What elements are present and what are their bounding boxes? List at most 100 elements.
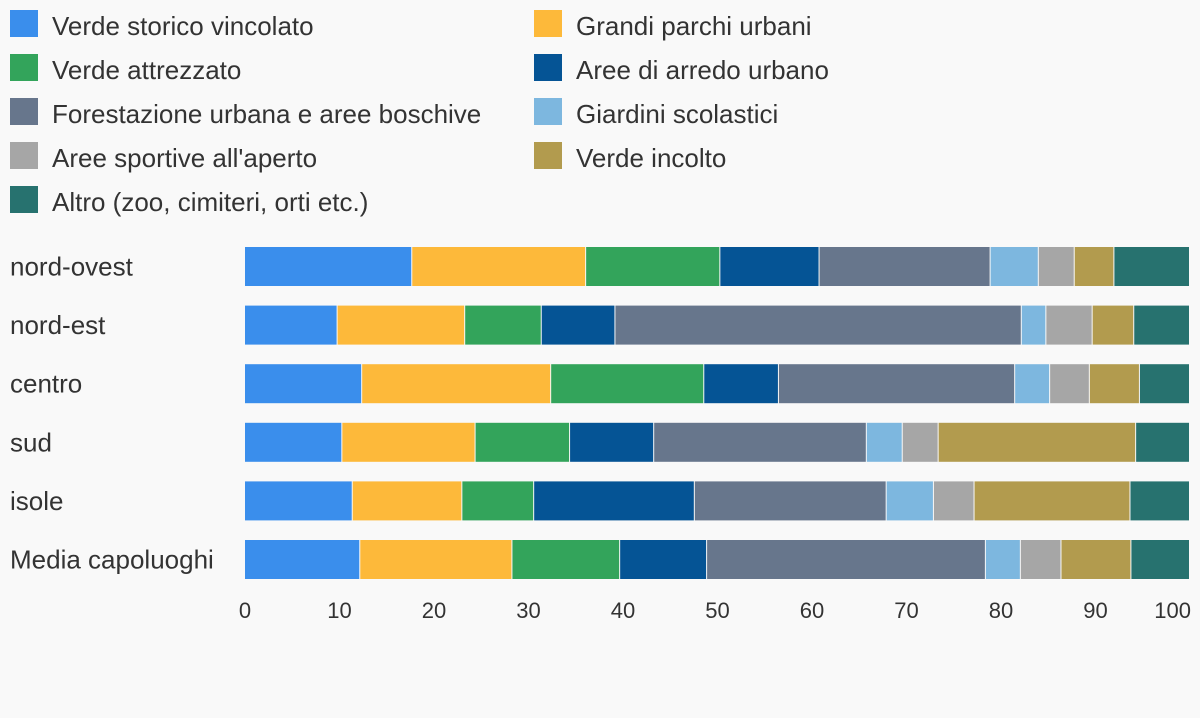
- bar-segment-verde-attrezzato[interactable]: [475, 422, 570, 462]
- x-tick-label: 60: [800, 598, 824, 623]
- legend-item-grandi-parchi-urbani[interactable]: Grandi parchi urbani: [534, 10, 812, 41]
- bar-segment-verde-attrezzato[interactable]: [462, 481, 534, 521]
- bar-segment-forestazione-urbana-e-aree-boschive[interactable]: [654, 422, 866, 462]
- bar-segment-giardini-scolastici[interactable]: [985, 540, 1020, 579]
- bar-segment-verde-attrezzato[interactable]: [586, 247, 720, 286]
- bar-segment-giardini-scolastici[interactable]: [866, 422, 902, 462]
- legend: Verde storico vincolato Grandi parchi urb…: [10, 10, 829, 217]
- bar-segment-aree-di-arredo-urbano[interactable]: [541, 305, 615, 345]
- bar-segment-verde-incolto[interactable]: [1061, 540, 1131, 579]
- bar-row-sud: [245, 422, 1190, 462]
- bar-row-media-capoluoghi: [245, 540, 1189, 579]
- bar-row-nord-est: [245, 305, 1189, 345]
- x-tick-label: 30: [516, 598, 540, 623]
- bar-segment-aree-di-arredo-urbano[interactable]: [534, 481, 694, 521]
- legend-swatch: [534, 142, 562, 169]
- bar-segment-verde-storico-vincolato[interactable]: [245, 247, 412, 286]
- legend-label: Altro (zoo, cimiteri, orti etc.): [52, 187, 368, 217]
- legend-swatch: [10, 10, 38, 37]
- category-label: nord-est: [10, 310, 106, 340]
- bar-segment-verde-storico-vincolato[interactable]: [245, 481, 352, 521]
- legend-item-forestazione-urbana-e-aree-boschive[interactable]: Forestazione urbana e aree boschive: [10, 98, 481, 129]
- bar-segment-verde-storico-vincolato[interactable]: [245, 422, 342, 462]
- bar-segment-grandi-parchi-urbani[interactable]: [362, 364, 551, 404]
- bar-segment-altro-zoo-cimiteri-orti-etc[interactable]: [1139, 364, 1189, 404]
- bar-segment-verde-storico-vincolato[interactable]: [245, 305, 337, 345]
- bar-segment-verde-incolto[interactable]: [938, 422, 1136, 462]
- legend-item-aree-sportive-all-aperto[interactable]: Aree sportive all'aperto: [10, 142, 317, 173]
- bar-segment-altro-zoo-cimiteri-orti-etc[interactable]: [1136, 422, 1190, 462]
- category-label: nord-ovest: [10, 252, 134, 282]
- x-tick-label: 50: [705, 598, 729, 623]
- x-axis: 0 10 20 30 40 50 60 70 80 90 100: [239, 598, 1191, 623]
- bar-segment-verde-storico-vincolato[interactable]: [245, 540, 360, 579]
- x-tick-label: 40: [611, 598, 635, 623]
- bar-segment-aree-di-arredo-urbano[interactable]: [570, 422, 654, 462]
- bar-segment-aree-sportive-all-aperto[interactable]: [1046, 305, 1092, 345]
- bar-segment-altro-zoo-cimiteri-orti-etc[interactable]: [1134, 305, 1189, 345]
- legend-label: Verde storico vincolato: [52, 11, 314, 41]
- bar-segment-verde-incolto[interactable]: [1092, 305, 1134, 345]
- x-tick-label: 90: [1083, 598, 1107, 623]
- legend-label: Aree di arredo urbano: [576, 55, 829, 85]
- bar-segment-grandi-parchi-urbani[interactable]: [360, 540, 512, 579]
- bar-segment-altro-zoo-cimiteri-orti-etc[interactable]: [1114, 247, 1189, 286]
- bar-segment-aree-sportive-all-aperto[interactable]: [1020, 540, 1061, 579]
- legend-swatch: [10, 54, 38, 81]
- bar-segment-grandi-parchi-urbani[interactable]: [352, 481, 462, 521]
- legend-item-verde-attrezzato[interactable]: Verde attrezzato: [10, 54, 241, 85]
- bar-segment-verde-incolto[interactable]: [1089, 364, 1139, 404]
- legend-label: Verde attrezzato: [52, 55, 241, 85]
- bar-segment-aree-sportive-all-aperto[interactable]: [1050, 364, 1089, 404]
- bar-segment-forestazione-urbana-e-aree-boschive[interactable]: [694, 481, 886, 521]
- bar-segment-altro-zoo-cimiteri-orti-etc[interactable]: [1131, 540, 1189, 579]
- legend-item-altro-zoo-cimiteri-orti-etc[interactable]: Altro (zoo, cimiteri, orti etc.): [10, 186, 368, 217]
- bar-segment-aree-di-arredo-urbano[interactable]: [720, 247, 819, 286]
- bar-segment-verde-attrezzato[interactable]: [512, 540, 620, 579]
- bar-segment-giardini-scolastici[interactable]: [886, 481, 933, 521]
- x-tick-label: 100: [1154, 598, 1191, 623]
- category-labels: nord-ovest nord-est centro sud isole Media ca…: [10, 252, 214, 575]
- legend-item-verde-storico-vincolato[interactable]: Verde storico vincolato: [10, 10, 314, 41]
- bar-segment-forestazione-urbana-e-aree-boschive[interactable]: [778, 364, 1015, 404]
- legend-swatch: [10, 186, 38, 213]
- legend-swatch: [10, 98, 38, 125]
- bar-segment-giardini-scolastici[interactable]: [1015, 364, 1050, 404]
- bar-segment-grandi-parchi-urbani[interactable]: [337, 305, 465, 345]
- bars-area: [245, 247, 1190, 579]
- bar-segment-verde-incolto[interactable]: [974, 481, 1130, 521]
- legend-label: Forestazione urbana e aree boschive: [52, 99, 481, 129]
- x-tick-label: 10: [327, 598, 351, 623]
- bar-segment-altro-zoo-cimiteri-orti-etc[interactable]: [1130, 481, 1189, 521]
- bar-segment-verde-attrezzato[interactable]: [551, 364, 704, 404]
- bar-segment-aree-sportive-all-aperto[interactable]: [933, 481, 974, 521]
- legend-label: Giardini scolastici: [576, 99, 778, 129]
- legend-swatch: [534, 54, 562, 81]
- bar-segment-forestazione-urbana-e-aree-boschive[interactable]: [819, 247, 990, 286]
- bar-segment-verde-incolto[interactable]: [1074, 247, 1114, 286]
- bar-segment-verde-attrezzato[interactable]: [465, 305, 541, 345]
- bar-segment-grandi-parchi-urbani[interactable]: [342, 422, 475, 462]
- bar-segment-aree-di-arredo-urbano[interactable]: [620, 540, 707, 579]
- legend-item-aree-di-arredo-urbano[interactable]: Aree di arredo urbano: [534, 54, 829, 85]
- bar-segment-aree-sportive-all-aperto[interactable]: [1038, 247, 1074, 286]
- category-label: centro: [10, 369, 82, 399]
- bar-row-nord-ovest: [245, 247, 1189, 286]
- legend-item-giardini-scolastici[interactable]: Giardini scolastici: [534, 98, 778, 129]
- bar-segment-giardini-scolastici[interactable]: [990, 247, 1038, 286]
- bar-row-centro: [245, 364, 1189, 404]
- legend-label: Verde incolto: [576, 143, 726, 173]
- x-tick-label: 20: [422, 598, 446, 623]
- bar-segment-giardini-scolastici[interactable]: [1021, 305, 1046, 345]
- bar-segment-aree-di-arredo-urbano[interactable]: [704, 364, 778, 404]
- bar-segment-forestazione-urbana-e-aree-boschive[interactable]: [615, 305, 1021, 345]
- legend-label: Grandi parchi urbani: [576, 11, 812, 41]
- bar-segment-grandi-parchi-urbani[interactable]: [412, 247, 586, 286]
- bar-segment-aree-sportive-all-aperto[interactable]: [902, 422, 938, 462]
- bar-segment-verde-storico-vincolato[interactable]: [245, 364, 362, 404]
- x-tick-label: 0: [239, 598, 251, 623]
- category-label: sud: [10, 427, 52, 457]
- bar-segment-forestazione-urbana-e-aree-boschive[interactable]: [707, 540, 985, 579]
- legend-item-verde-incolto[interactable]: Verde incolto: [534, 142, 726, 173]
